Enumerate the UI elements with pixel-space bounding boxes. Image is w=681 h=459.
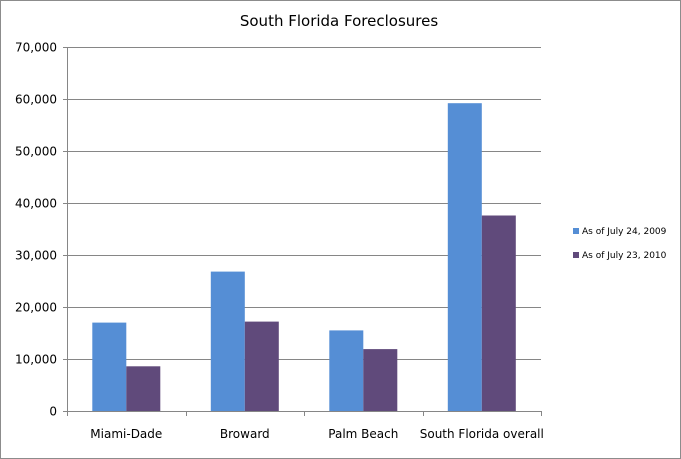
bar [447, 103, 482, 411]
x-axis-tick-labels: Miami-Dade Broward Palm Beach South Florida… [90, 427, 544, 441]
y-tick-label: 40,000 [15, 197, 57, 211]
y-tick-label: 70,000 [15, 41, 57, 55]
x-tick-label: Palm Beach [328, 427, 398, 441]
bar [329, 330, 364, 411]
y-tick-label: 60,000 [15, 93, 57, 107]
bar [92, 322, 127, 411]
y-tick-label: 30,000 [15, 249, 57, 263]
bar [126, 366, 161, 411]
legend: As of July 24, 2009 As of July 23, 2010 [573, 227, 667, 261]
x-tick-label: Broward [220, 427, 270, 441]
chart-title: South Florida Foreclosures [240, 12, 438, 30]
y-axis-tick-labels: 0 10,000 20,000 30,000 40,000 50,000 60,000 70,… [15, 41, 57, 419]
gridlines [67, 47, 541, 360]
bar [363, 349, 398, 411]
y-tick-label: 10,000 [15, 353, 57, 367]
bar [210, 271, 245, 411]
y-tick-label: 0 [49, 405, 57, 419]
legend-label: As of July 24, 2009 [582, 227, 667, 237]
axes [63, 47, 542, 416]
bars [92, 103, 516, 411]
y-tick-label: 50,000 [15, 145, 57, 159]
legend-swatch [573, 252, 579, 258]
x-tick-label: South Florida overall [420, 427, 544, 441]
legend-label: As of July 23, 2010 [582, 251, 667, 261]
x-tick-label: Miami-Dade [90, 427, 162, 441]
bar [244, 321, 279, 411]
legend-swatch [573, 228, 579, 234]
y-tick-label: 20,000 [15, 301, 57, 315]
bar [481, 215, 516, 411]
